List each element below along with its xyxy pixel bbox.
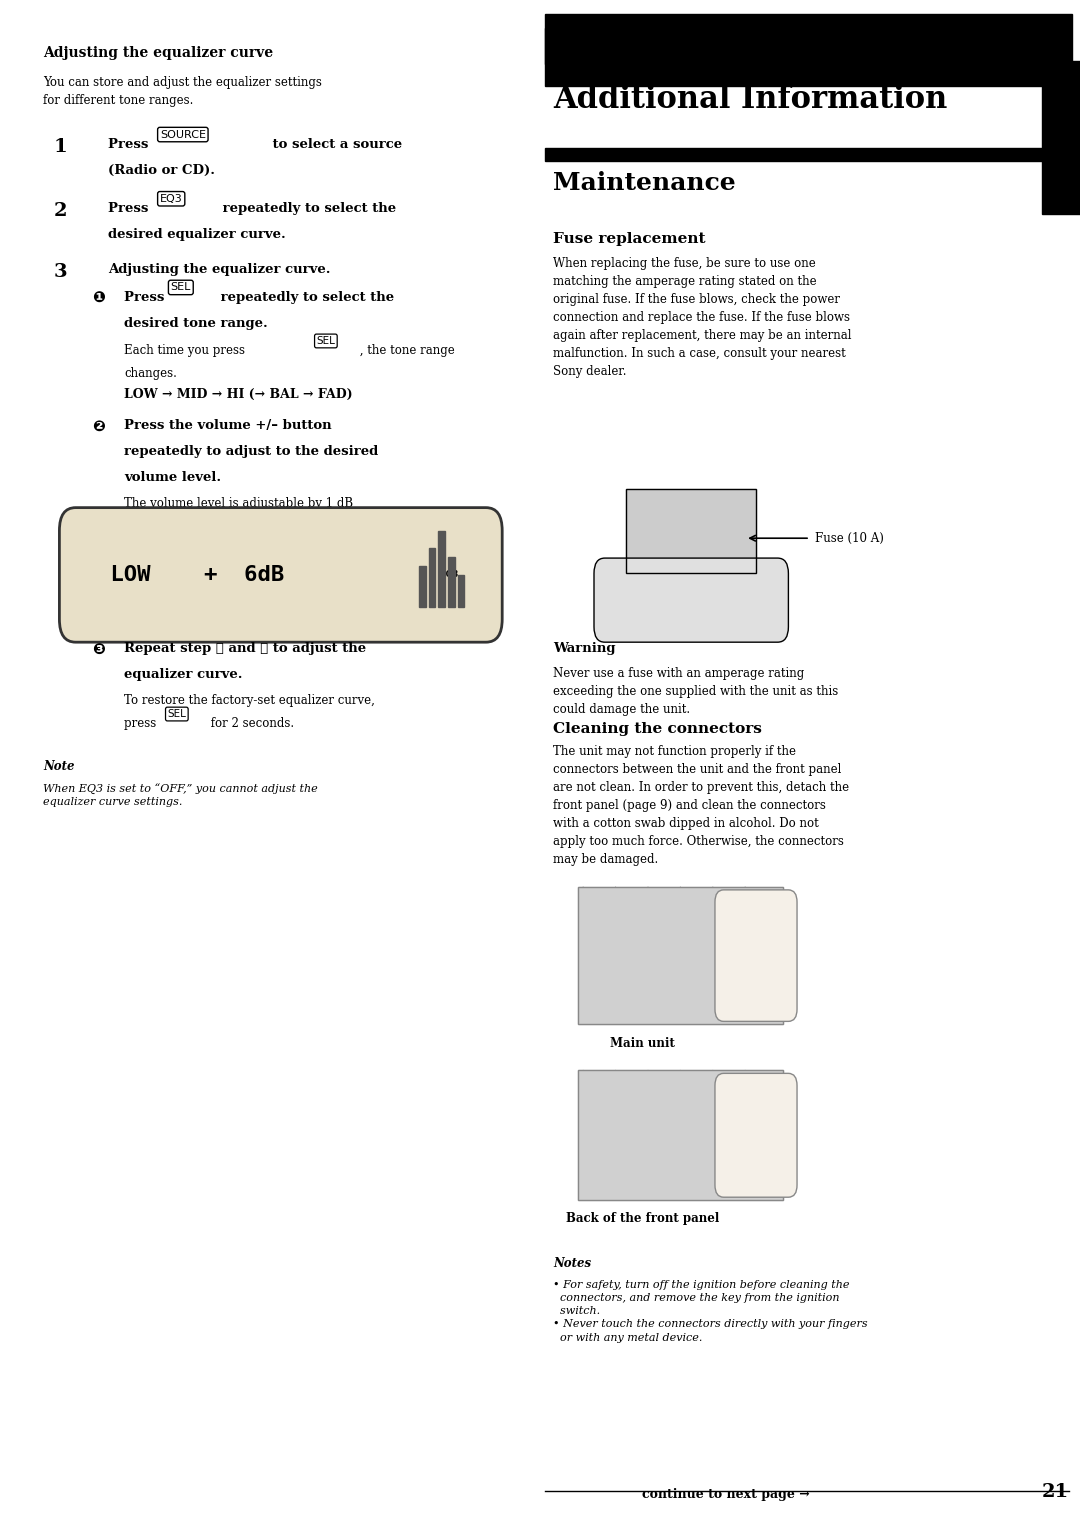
Text: Note: Note [43,760,75,774]
Text: When EQ3 is set to “OFF,” you cannot adjust the
equalizer curve settings.: When EQ3 is set to “OFF,” you cannot adj… [43,783,318,807]
Text: Back of the front panel: Back of the front panel [566,1212,719,1226]
Text: press: press [124,717,160,731]
Text: Press: Press [124,291,170,304]
Bar [545,14,1072,64]
Text: EQ3: EQ3 [441,570,459,579]
Text: SOURCE: SOURCE [160,130,206,139]
Text: repeatedly to select the: repeatedly to select the [218,202,396,216]
Text: repeatedly to select the: repeatedly to select the [216,291,394,304]
Text: Press: Press [108,138,153,151]
Text: 21: 21 [1042,1483,1069,1501]
Text: ❶: ❶ [92,291,105,306]
FancyBboxPatch shape [59,508,502,642]
Bar [578,887,783,1024]
Text: Warning: Warning [553,642,616,656]
Text: continue to next page →: continue to next page → [643,1488,810,1501]
Bar [458,575,464,607]
Text: ❷: ❷ [92,419,105,434]
Text: changes.: changes. [124,367,177,381]
Text: desired equalizer curve.: desired equalizer curve. [108,228,286,242]
Text: Cleaning the connectors: Cleaning the connectors [553,722,761,735]
Text: SEL: SEL [167,709,186,719]
Text: 2: 2 [54,202,67,220]
Text: volume level.: volume level. [124,471,221,485]
Text: Each time you press: Each time you press [124,344,249,358]
Bar [626,489,756,573]
Text: The unit may not function properly if the
connectors between the unit and the fr: The unit may not function properly if th… [553,745,849,865]
Text: LOW    +  6dB: LOW + 6dB [97,564,284,586]
Text: The volume level is adjustable by 1 dB: The volume level is adjustable by 1 dB [124,497,353,511]
Text: (Radio or CD).: (Radio or CD). [108,164,215,177]
Text: Press: Press [108,202,153,216]
Text: steps from –10 dB to +10 dB.: steps from –10 dB to +10 dB. [124,520,299,534]
Text: Adjusting the equalizer curve: Adjusting the equalizer curve [43,46,273,60]
Bar [626,489,756,573]
Text: Main unit: Main unit [610,1037,675,1050]
Text: Additional Information: Additional Information [553,84,947,115]
Bar [545,148,1072,161]
Text: LOW → MID → HI (→ BAL → FAD): LOW → MID → HI (→ BAL → FAD) [124,388,353,402]
Text: Fuse replacement: Fuse replacement [553,232,705,246]
Text: Press the volume +/– button: Press the volume +/– button [124,419,332,433]
Bar [578,1070,783,1200]
Text: Never use a fuse with an amperage rating
exceeding the one supplied with the uni: Never use a fuse with an amperage rating… [553,667,838,716]
Bar [419,566,426,607]
Text: Adjusting the equalizer curve.: Adjusting the equalizer curve. [108,263,330,277]
Bar [448,557,455,607]
Text: Maintenance: Maintenance [553,171,735,196]
Bar [1042,61,1080,214]
FancyBboxPatch shape [715,1073,797,1197]
Text: to select a source: to select a source [268,138,402,151]
Text: SEL: SEL [316,336,335,346]
Text: • For safety, turn off the ignition before cleaning the
  connectors, and remove: • For safety, turn off the ignition befo… [553,1280,867,1342]
Text: When replacing the fuse, be sure to use one
matching the amperage rating stated : When replacing the fuse, be sure to use … [553,257,851,378]
FancyBboxPatch shape [594,558,788,642]
Bar [578,887,783,1024]
Text: repeatedly to adjust to the desired: repeatedly to adjust to the desired [124,445,378,459]
Text: To restore the factory-set equalizer curve,: To restore the factory-set equalizer cur… [124,694,375,708]
Text: Notes: Notes [553,1257,591,1271]
Text: 3: 3 [54,263,68,281]
Text: , the tone range: , the tone range [356,344,455,358]
FancyBboxPatch shape [715,890,797,1021]
Text: Repeat step ❶ and ❷ to adjust the: Repeat step ❶ and ❷ to adjust the [124,642,366,656]
Bar [578,1070,783,1200]
Text: equalizer curve.: equalizer curve. [124,668,243,682]
Text: Fuse (10 A): Fuse (10 A) [815,532,885,544]
Text: EQ3: EQ3 [160,194,183,203]
Text: 1: 1 [54,138,68,156]
Text: desired tone range.: desired tone range. [124,317,268,330]
Text: You can store and adjust the equalizer settings
for different tone ranges.: You can store and adjust the equalizer s… [43,76,322,107]
Text: for 2 seconds.: for 2 seconds. [207,717,295,731]
Text: SEL: SEL [171,283,191,292]
Bar [545,28,1069,86]
Text: ❸: ❸ [92,642,105,657]
Bar [429,549,435,607]
Bar [438,531,445,607]
